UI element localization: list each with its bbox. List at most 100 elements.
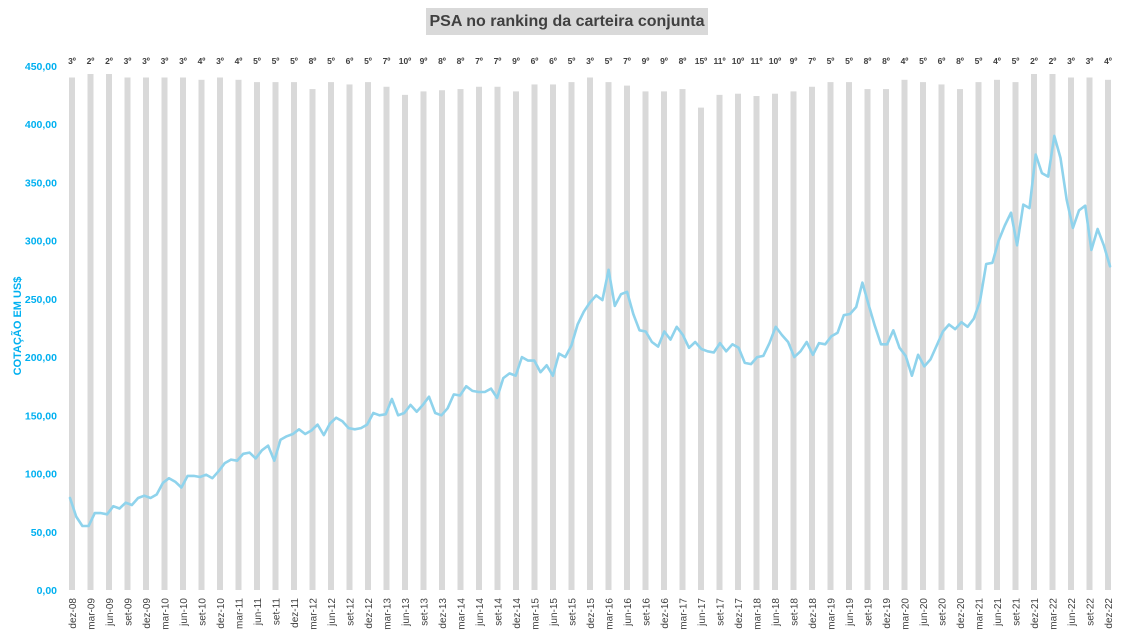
rank-label: 3º xyxy=(142,56,150,66)
chart-title-box: PSA no ranking da carteira conjunta xyxy=(426,8,708,35)
x-tick-label: mar-14 xyxy=(457,598,468,630)
x-tick-label: mar-16 xyxy=(605,598,616,630)
rank-bar xyxy=(864,89,871,590)
x-tick-label: dez-15 xyxy=(586,598,597,629)
x-tick-label: jun-16 xyxy=(623,598,634,627)
rank-bar xyxy=(365,82,371,590)
rank-bar xyxy=(513,91,519,591)
rank-bar xyxy=(235,79,242,590)
rank-bar xyxy=(272,82,279,590)
rank-label: 7º xyxy=(494,56,502,66)
x-tick-label: set-16 xyxy=(642,598,653,626)
rank-label: 4º xyxy=(993,56,1001,66)
y-tick-label: 250,00 xyxy=(25,294,57,306)
rank-label: 8º xyxy=(679,56,687,66)
x-tick-label: jun-20 xyxy=(919,598,930,627)
y-tick-label: 350,00 xyxy=(25,177,57,189)
rank-bar xyxy=(1031,74,1037,590)
rank-bar xyxy=(624,85,630,590)
rank-label: 2º xyxy=(1049,56,1057,66)
rank-label: 3º xyxy=(161,56,169,66)
rank-bar xyxy=(161,77,168,591)
y-tick-label: 200,00 xyxy=(25,352,57,364)
y-tick-label: 450,00 xyxy=(25,61,57,73)
x-tick-label: dez-12 xyxy=(364,598,375,629)
rank-bar xyxy=(994,79,1000,590)
rank-label: 10º xyxy=(769,56,782,66)
rank-label: 15º xyxy=(695,56,708,66)
rank-bar xyxy=(735,93,741,591)
x-tick-label: mar-18 xyxy=(753,598,764,630)
x-tick-label: mar-09 xyxy=(87,598,98,630)
x-tick-label: dez-16 xyxy=(660,598,671,629)
rank-label: 4º xyxy=(235,56,243,66)
x-tick-label: jun-09 xyxy=(105,598,116,627)
rank-label: 3º xyxy=(1067,56,1075,66)
rank-label: 3º xyxy=(1086,56,1094,66)
rank-label: 8º xyxy=(882,56,890,66)
x-tick-label: dez-20 xyxy=(956,598,967,629)
x-tick-label: dez-14 xyxy=(512,598,523,629)
rank-label: 5º xyxy=(1012,56,1020,66)
rank-label: 6º xyxy=(549,56,557,66)
chart-title: PSA no ranking da carteira conjunta xyxy=(429,12,705,30)
rank-bar xyxy=(457,89,464,590)
rank-label: 5º xyxy=(364,56,372,66)
rank-bar xyxy=(328,82,334,590)
rank-bar xyxy=(143,77,149,591)
rank-label: 10º xyxy=(399,56,412,66)
price-line xyxy=(68,134,1112,528)
y-tick-label: 100,00 xyxy=(25,469,57,481)
x-tick-label: dez-13 xyxy=(438,598,449,629)
x-tick-label: set-09 xyxy=(124,598,135,626)
rank-bar xyxy=(383,86,390,590)
rank-bar xyxy=(439,90,445,591)
rank-bar xyxy=(550,84,556,591)
x-tick-label: mar-13 xyxy=(383,598,394,630)
rank-label: 8º xyxy=(956,56,964,66)
x-tick-label: mar-10 xyxy=(161,598,172,630)
rank-label: 4º xyxy=(901,56,909,66)
x-tick-label: set-12 xyxy=(346,598,357,626)
rank-bar xyxy=(346,84,353,591)
rank-bar xyxy=(809,86,815,590)
rank-bar xyxy=(1086,77,1093,591)
x-tick-label: jun-22 xyxy=(1067,598,1078,627)
x-tick-label: set-17 xyxy=(716,598,727,626)
rank-bar xyxy=(87,74,94,590)
x-tick-label: set-22 xyxy=(1086,598,1097,626)
x-tick-label: mar-19 xyxy=(827,598,838,630)
rank-bar xyxy=(254,82,260,590)
rank-label: 11º xyxy=(750,56,762,66)
rank-bar xyxy=(106,74,112,590)
rank-label: 3º xyxy=(586,56,594,66)
rank-label: 5º xyxy=(290,56,298,66)
rank-label: 3º xyxy=(68,56,76,66)
rank-label: 8º xyxy=(864,56,872,66)
x-tick-label: mar-21 xyxy=(975,598,986,630)
rank-label: 5º xyxy=(253,56,261,66)
x-tick-label: dez-11 xyxy=(290,598,301,628)
x-tick-label: jun-10 xyxy=(179,598,190,627)
x-tick-label: dez-19 xyxy=(882,598,893,629)
rank-label: 4º xyxy=(1104,56,1112,66)
rank-bar xyxy=(679,89,686,590)
rank-bar xyxy=(772,93,778,591)
rank-label: 2º xyxy=(105,56,113,66)
rank-label: 3º xyxy=(179,56,187,66)
x-tick-label: dez-18 xyxy=(808,598,819,629)
rank-bar xyxy=(1049,74,1056,590)
rank-label: 8º xyxy=(309,56,317,66)
rank-label: 7º xyxy=(808,56,816,66)
x-tick-label: jun-13 xyxy=(401,598,412,627)
x-tick-label: dez-08 xyxy=(68,598,79,629)
rank-label: 6º xyxy=(531,56,539,66)
rank-bar xyxy=(180,77,186,591)
y-tick-label: 300,00 xyxy=(25,236,57,248)
rank-label: 2º xyxy=(1030,56,1038,66)
x-tick-label: jun-21 xyxy=(993,598,1004,627)
x-tick-label: jun-17 xyxy=(697,598,708,627)
rank-bar xyxy=(1105,79,1111,590)
rank-label: 9º xyxy=(790,56,798,66)
